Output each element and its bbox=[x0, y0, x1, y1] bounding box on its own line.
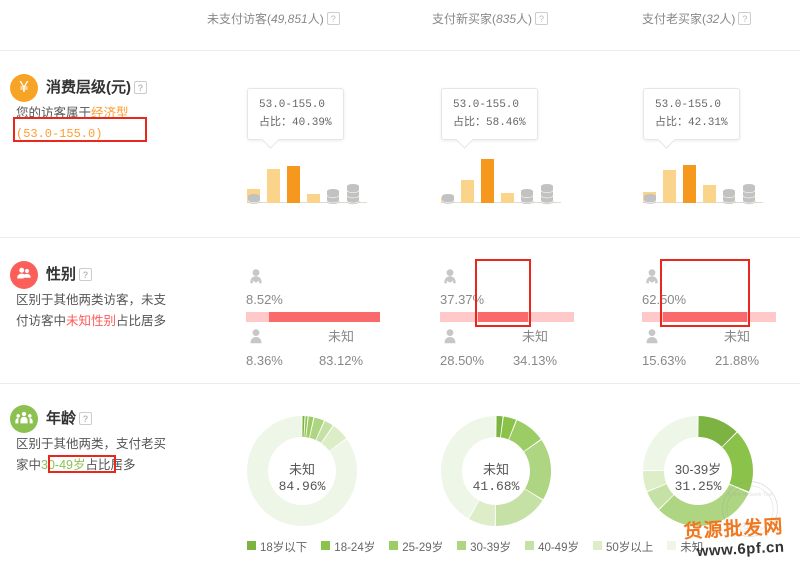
svg-text:Active Network Tool: Active Network Tool bbox=[728, 492, 773, 498]
